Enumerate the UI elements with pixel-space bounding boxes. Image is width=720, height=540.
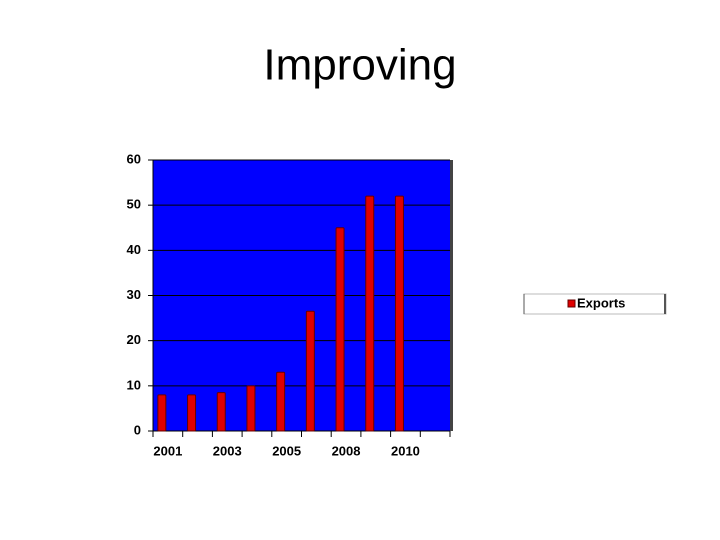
legend-swatch xyxy=(567,299,576,308)
plot-edge xyxy=(450,160,453,431)
x-tick-label: 2003 xyxy=(213,443,242,458)
bar xyxy=(394,195,404,432)
y-tick-label: 10 xyxy=(127,377,141,392)
y-tick-label: 30 xyxy=(127,287,141,302)
bar xyxy=(246,385,256,432)
bar xyxy=(365,195,375,432)
bar xyxy=(157,394,167,432)
legend-label: Exports xyxy=(577,295,625,310)
bar xyxy=(276,371,286,432)
bar xyxy=(216,392,226,432)
y-tick-label: 20 xyxy=(127,332,141,347)
bar xyxy=(335,227,345,432)
y-tick-label: 40 xyxy=(127,242,141,257)
y-tick-label: 0 xyxy=(134,422,141,437)
bar xyxy=(187,394,197,432)
bar xyxy=(305,310,315,432)
y-tick-label: 50 xyxy=(127,197,141,212)
x-tick-label: 2008 xyxy=(332,443,361,458)
x-tick-label: 2001 xyxy=(153,443,182,458)
x-tick-label: 2005 xyxy=(272,443,301,458)
chart-title: Improving xyxy=(263,41,456,90)
y-tick-label: 60 xyxy=(127,151,141,166)
x-tick-label: 2010 xyxy=(391,443,420,458)
